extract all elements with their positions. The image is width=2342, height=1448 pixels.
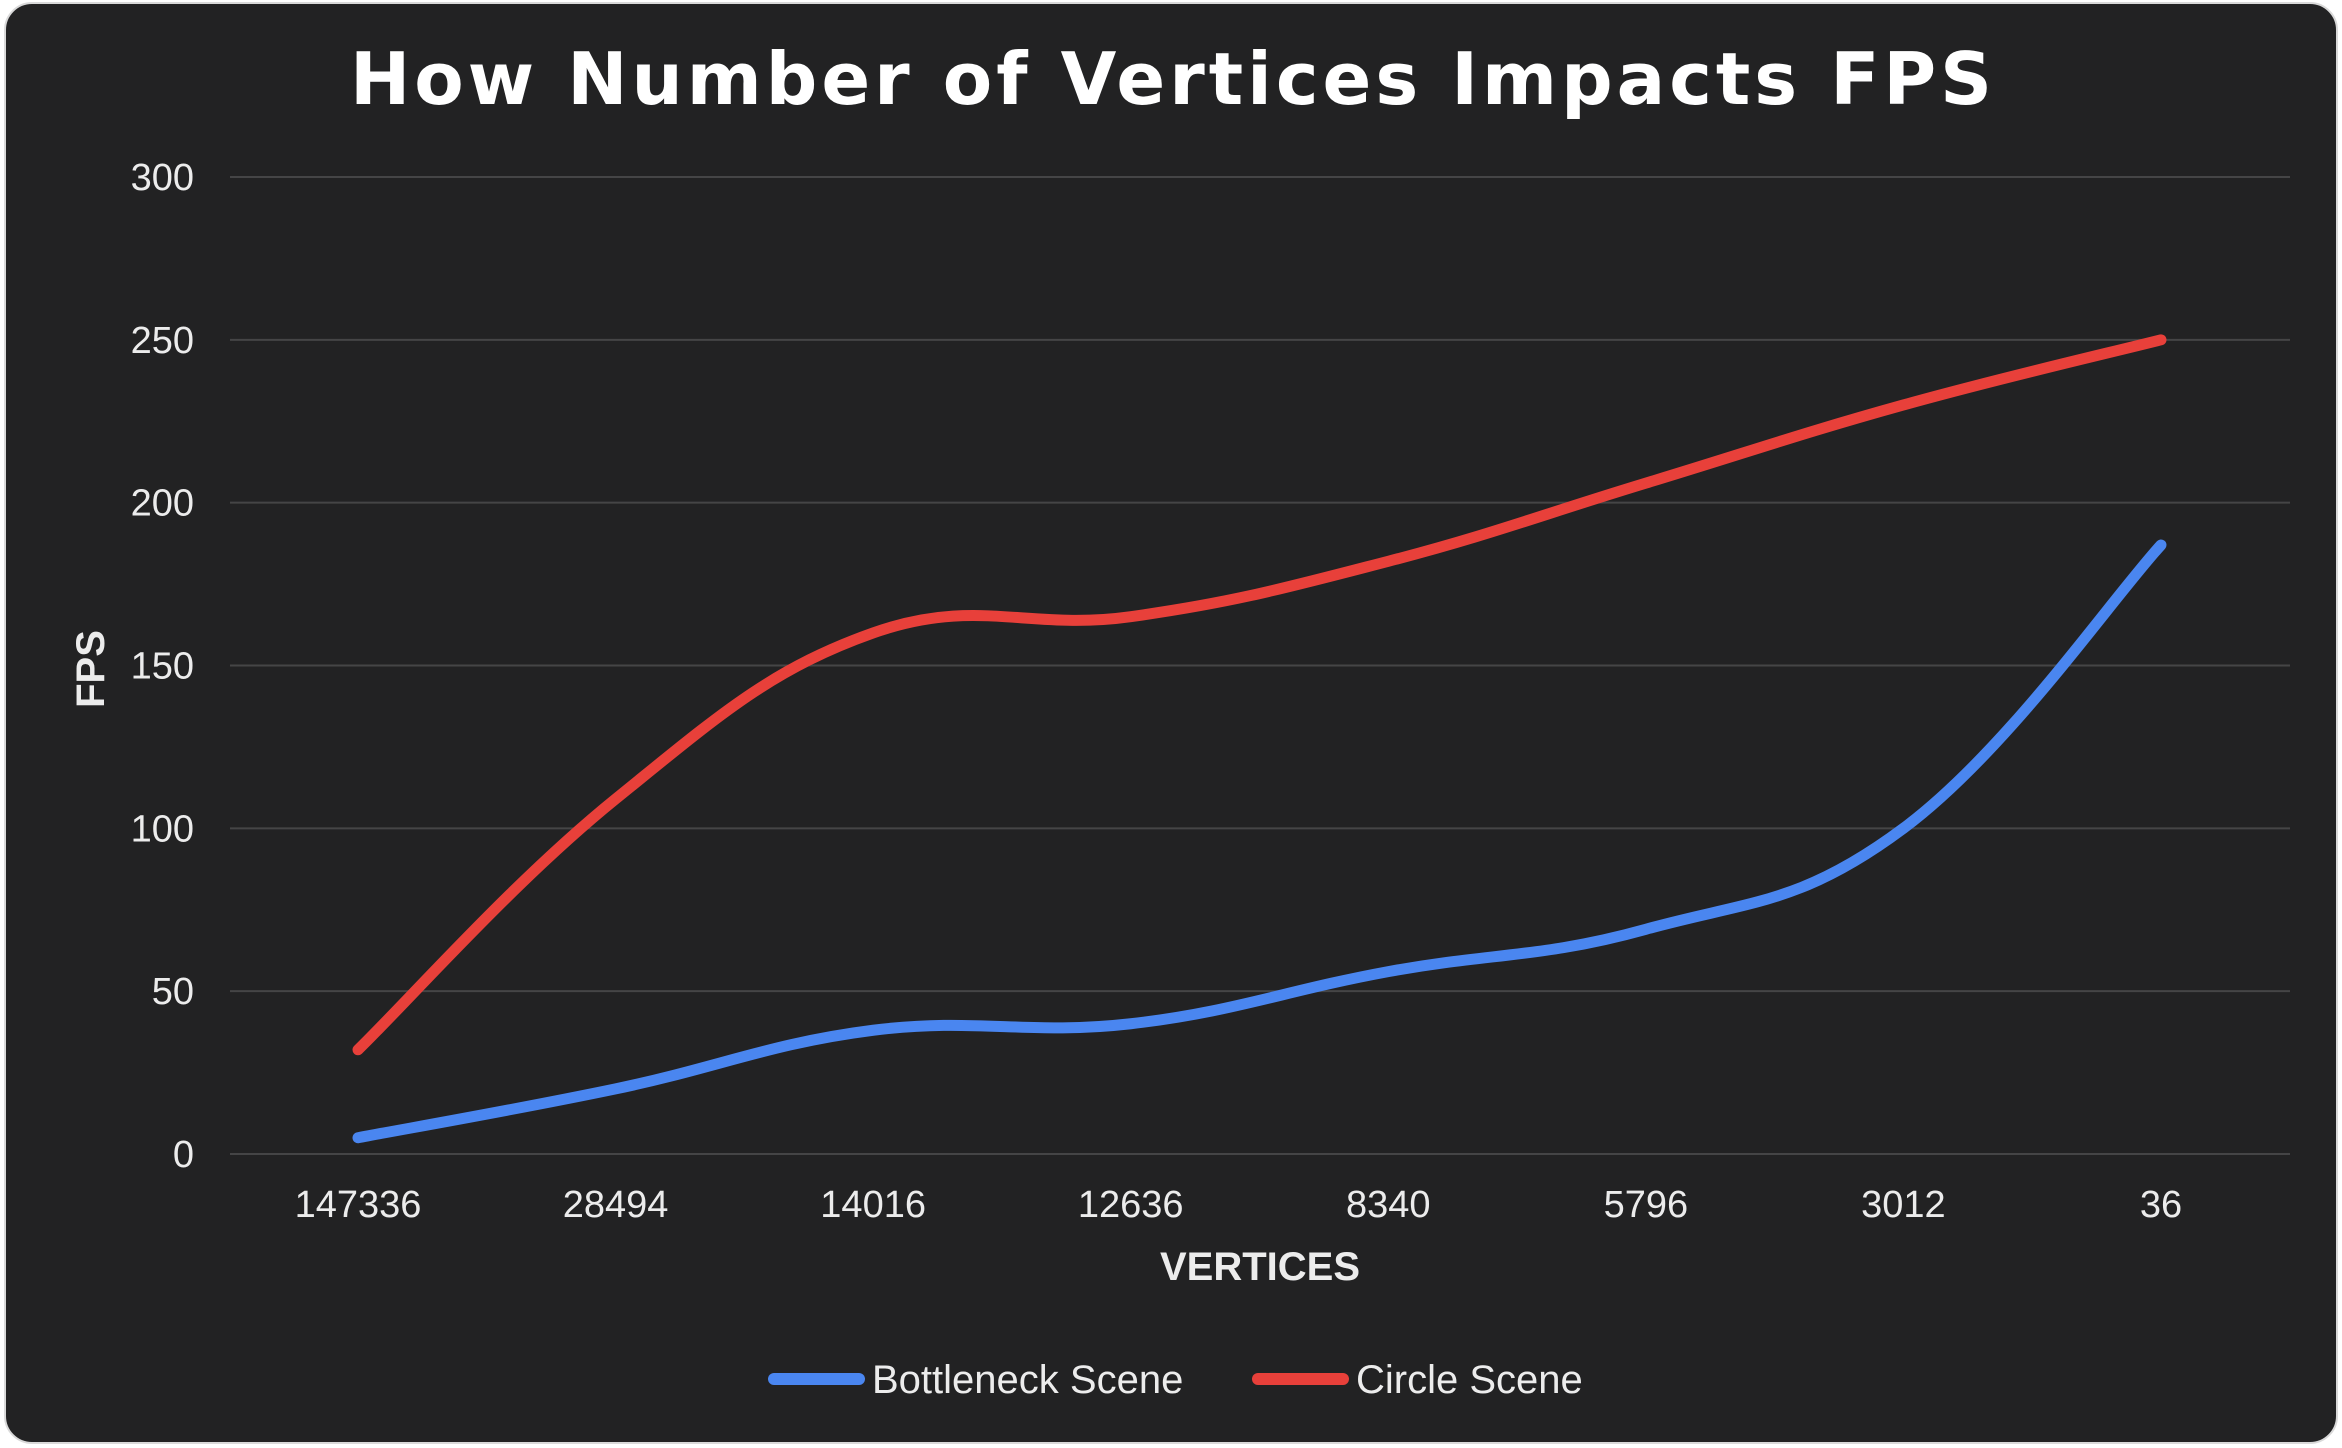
line-chart: How Number of Vertices Impacts FPS 0 50 10… [69, 37, 2290, 1402]
x-tick-label: 12636 [1078, 1184, 1184, 1226]
series-lines [352, 334, 2167, 1144]
x-tick-label: 28494 [563, 1184, 669, 1226]
legend-label: Bottleneck Scene [872, 1358, 1183, 1402]
y-tick-label: 100 [131, 808, 194, 850]
x-axis-ticks: 147336 28494 14016 12636 8340 5796 3012 36 [295, 1184, 2183, 1226]
y-tick-label: 0 [173, 1134, 194, 1176]
gridlines [230, 176, 2290, 1155]
series-line-circle-scene [352, 334, 2167, 1056]
legend-item-bottleneck-scene[interactable]: Bottleneck Scene [768, 1358, 1183, 1402]
x-tick-label: 14016 [820, 1184, 926, 1226]
x-tick-label: 36 [2140, 1184, 2182, 1226]
x-tick-label: 147336 [295, 1184, 422, 1226]
series-line-bottleneck-scene [352, 539, 2167, 1144]
y-tick-label: 300 [131, 157, 194, 199]
y-tick-label: 150 [131, 646, 194, 688]
y-tick-label: 50 [152, 971, 194, 1013]
legend[interactable]: Bottleneck Scene Circle Scene [768, 1358, 1583, 1402]
y-tick-label: 200 [131, 483, 194, 525]
y-axis-label: FPS [69, 630, 113, 708]
x-tick-label: 5796 [1604, 1184, 1689, 1226]
legend-label: Circle Scene [1356, 1358, 1583, 1402]
chart-card: How Number of Vertices Impacts FPS 0 50 10… [4, 2, 2338, 1444]
legend-item-circle-scene[interactable]: Circle Scene [1252, 1358, 1583, 1402]
y-tick-label: 250 [131, 320, 194, 362]
x-tick-label: 8340 [1346, 1184, 1431, 1226]
x-axis-label: VERTICES [1160, 1245, 1360, 1289]
x-tick-label: 3012 [1861, 1184, 1946, 1226]
chart-title: How Number of Vertices Impacts FPS [350, 37, 1996, 121]
y-axis-ticks: 0 50 100 150 200 250 300 [131, 157, 194, 1176]
